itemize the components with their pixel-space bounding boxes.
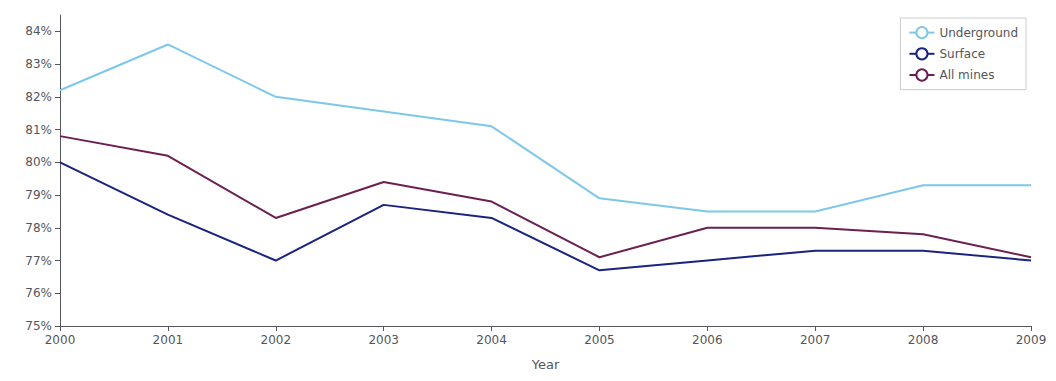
svg-text:Year: Year [531, 357, 560, 372]
svg-text:2008: 2008 [908, 333, 939, 347]
svg-text:83%: 83% [25, 57, 52, 71]
svg-text:2009: 2009 [1016, 333, 1047, 347]
svg-text:2001: 2001 [153, 333, 184, 347]
svg-text:80%: 80% [25, 155, 52, 169]
svg-text:Underground: Underground [939, 26, 1018, 40]
svg-text:82%: 82% [25, 90, 52, 104]
svg-text:79%: 79% [25, 188, 52, 202]
svg-text:2000: 2000 [45, 333, 76, 347]
svg-text:2003: 2003 [368, 333, 399, 347]
svg-text:2005: 2005 [584, 333, 615, 347]
svg-text:2007: 2007 [800, 333, 831, 347]
svg-text:Surface: Surface [939, 47, 985, 61]
svg-text:78%: 78% [25, 221, 52, 235]
svg-text:75%: 75% [25, 319, 52, 333]
svg-text:76%: 76% [25, 286, 52, 300]
svg-text:77%: 77% [25, 254, 52, 268]
svg-text:All mines: All mines [939, 68, 994, 82]
svg-text:84%: 84% [25, 24, 52, 38]
svg-text:2004: 2004 [476, 333, 507, 347]
svg-text:81%: 81% [25, 123, 52, 137]
svg-text:2002: 2002 [261, 333, 292, 347]
svg-text:2006: 2006 [692, 333, 723, 347]
